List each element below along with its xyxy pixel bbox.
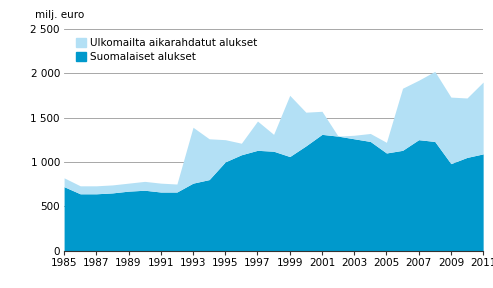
Text: milj. euro: milj. euro: [35, 10, 84, 20]
Legend: Ulkomailta aikarahdatut alukset, Suomalaiset alukset: Ulkomailta aikarahdatut alukset, Suomala…: [73, 36, 259, 64]
